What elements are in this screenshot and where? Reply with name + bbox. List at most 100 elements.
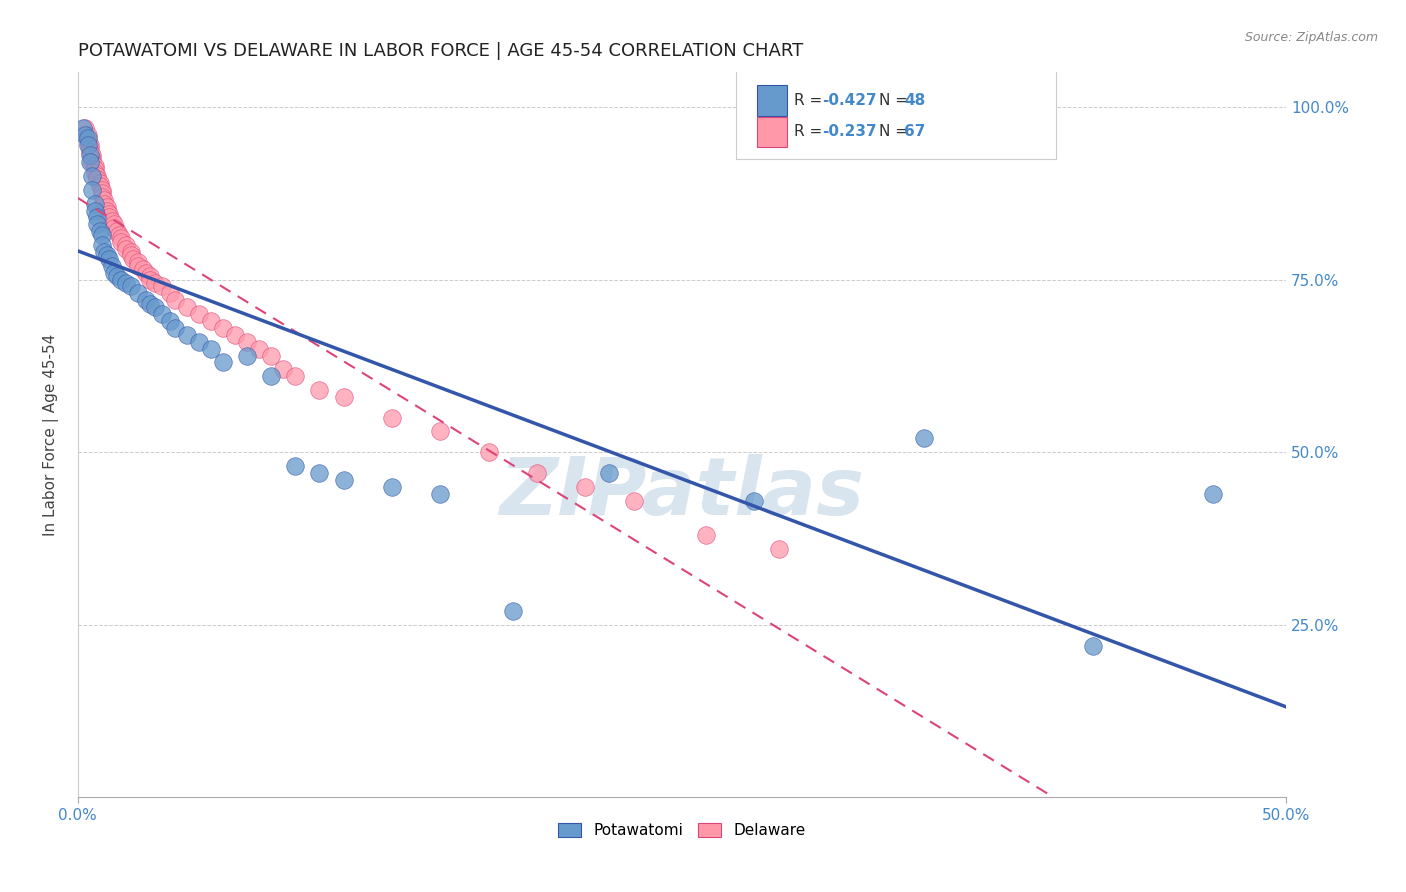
Point xyxy=(110,272,132,286)
Point xyxy=(152,307,174,321)
Point xyxy=(120,279,142,293)
Point xyxy=(86,169,108,183)
Point xyxy=(91,190,114,204)
Point xyxy=(744,493,766,508)
Point xyxy=(574,480,596,494)
Point xyxy=(260,369,283,384)
Point xyxy=(139,269,162,284)
Point xyxy=(86,217,108,231)
Point xyxy=(86,172,108,186)
Point xyxy=(96,248,118,262)
Point xyxy=(98,207,121,221)
Text: -0.237: -0.237 xyxy=(823,124,877,139)
Point xyxy=(429,486,451,500)
Point xyxy=(79,155,101,169)
Point xyxy=(103,220,125,235)
Point xyxy=(381,480,404,494)
Point xyxy=(91,238,114,252)
Point xyxy=(98,252,121,266)
Point xyxy=(115,276,138,290)
Point xyxy=(96,200,118,214)
Point xyxy=(76,128,98,142)
Point xyxy=(89,224,111,238)
Point xyxy=(108,227,131,242)
Point xyxy=(98,211,121,225)
Point xyxy=(103,266,125,280)
Point xyxy=(308,383,330,397)
Point xyxy=(211,355,233,369)
Point xyxy=(120,248,142,262)
Y-axis label: In Labor Force | Age 45-54: In Labor Force | Age 45-54 xyxy=(44,334,59,536)
Point xyxy=(332,473,354,487)
Point xyxy=(83,159,105,173)
Point xyxy=(478,445,501,459)
Point xyxy=(86,211,108,225)
Point xyxy=(211,321,233,335)
Point xyxy=(83,162,105,177)
Point xyxy=(82,183,104,197)
Point xyxy=(284,458,307,473)
Point xyxy=(236,334,259,349)
Point xyxy=(115,238,138,252)
Text: ZIPatlas: ZIPatlas xyxy=(499,454,865,532)
Point xyxy=(598,466,620,480)
Point xyxy=(93,196,115,211)
Point xyxy=(176,300,198,314)
Point xyxy=(187,334,209,349)
Point xyxy=(105,269,128,284)
Point xyxy=(143,300,166,314)
Point xyxy=(82,152,104,166)
Point xyxy=(91,227,114,242)
Point xyxy=(72,120,94,135)
Point xyxy=(284,369,307,384)
Point xyxy=(502,604,524,618)
Point xyxy=(105,224,128,238)
Point xyxy=(82,155,104,169)
Point xyxy=(1202,486,1225,500)
Text: POTAWATOMI VS DELAWARE IN LABOR FORCE | AGE 45-54 CORRELATION CHART: POTAWATOMI VS DELAWARE IN LABOR FORCE | … xyxy=(77,42,803,60)
Point xyxy=(83,165,105,179)
Point xyxy=(76,135,98,149)
Point xyxy=(308,466,330,480)
Point xyxy=(96,203,118,218)
Point xyxy=(91,186,114,201)
Bar xyxy=(756,117,787,147)
Point xyxy=(526,466,548,480)
Point xyxy=(79,148,101,162)
Point xyxy=(159,286,181,301)
Point xyxy=(224,327,246,342)
Point xyxy=(912,431,935,445)
Point xyxy=(143,276,166,290)
Point xyxy=(122,252,145,266)
Point xyxy=(127,286,149,301)
Text: Source: ZipAtlas.com: Source: ZipAtlas.com xyxy=(1244,31,1378,45)
Point xyxy=(236,349,259,363)
Point xyxy=(82,169,104,183)
Point xyxy=(82,148,104,162)
Point xyxy=(132,262,155,277)
Point xyxy=(695,528,717,542)
Point xyxy=(83,196,105,211)
Legend: Potawatomi, Delaware: Potawatomi, Delaware xyxy=(553,817,811,844)
Point xyxy=(83,203,105,218)
Point xyxy=(200,342,222,356)
Point xyxy=(103,217,125,231)
Point xyxy=(247,342,270,356)
Point xyxy=(139,272,162,286)
Point xyxy=(89,179,111,194)
Point xyxy=(152,279,174,293)
Point xyxy=(127,259,149,273)
Point xyxy=(79,141,101,155)
Point xyxy=(135,266,157,280)
Point xyxy=(93,244,115,259)
Text: N =: N = xyxy=(879,124,912,139)
Point xyxy=(120,244,142,259)
Point xyxy=(100,214,122,228)
Point xyxy=(75,128,97,142)
Point xyxy=(768,541,790,556)
Point xyxy=(89,176,111,190)
Point xyxy=(91,183,114,197)
Point xyxy=(260,349,283,363)
Text: N =: N = xyxy=(879,93,912,108)
Point xyxy=(176,327,198,342)
